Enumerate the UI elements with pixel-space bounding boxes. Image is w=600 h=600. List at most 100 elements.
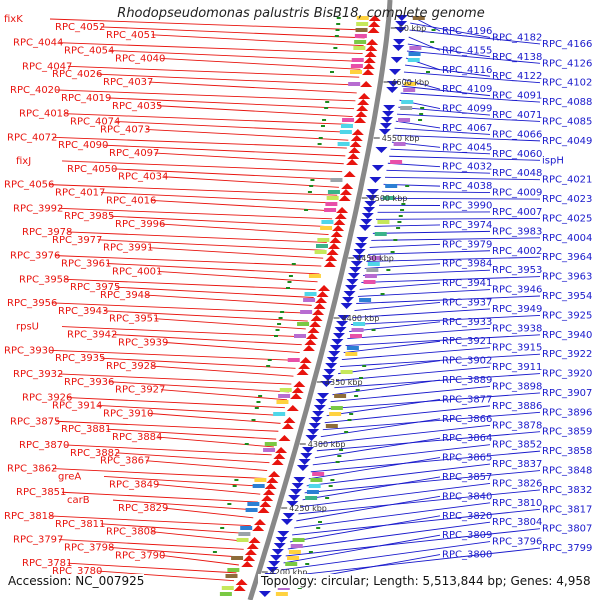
gene-label-forward: RPC_3811	[55, 519, 105, 530]
gene-label-forward: RPC_3977	[52, 235, 102, 246]
cog-box-reverse	[401, 100, 414, 104]
forward-gene-arrow	[244, 549, 257, 555]
cog-box-reverse	[329, 412, 342, 416]
gene-label-forward: RPC_3790	[115, 550, 165, 561]
forward-gene-arrow	[264, 483, 277, 489]
gc-content-dot	[431, 29, 436, 31]
leader-line-reverse	[376, 217, 541, 220]
leader-line-forward	[64, 278, 316, 291]
gene-label-reverse: RPC_3933	[442, 317, 492, 328]
leader-line-reverse	[345, 334, 541, 347]
cog-box-reverse	[346, 346, 359, 350]
leader-line-forward	[103, 310, 308, 322]
cog-box-reverse	[369, 256, 382, 260]
leader-line-reverse	[320, 418, 441, 438]
cog-box-reverse	[325, 424, 338, 428]
gene-label-reverse: RPC_3902	[442, 356, 492, 367]
gene-label-forward: RPC_3884	[112, 432, 162, 443]
forward-gene-arrow	[296, 369, 309, 375]
gc-content-dot	[397, 221, 402, 223]
gc-content-dot	[386, 269, 391, 271]
leader-line-reverse	[316, 431, 541, 452]
leader-line-forward	[100, 26, 365, 39]
cog-box-forward	[324, 208, 337, 212]
feature-tracks	[212, 15, 436, 597]
leader-line-reverse	[368, 250, 491, 255]
reverse-gene-arrow	[313, 405, 326, 411]
forward-gene-arrow	[286, 405, 299, 411]
forward-gene-arrow	[354, 117, 367, 123]
gc-skew-dot	[277, 323, 282, 325]
leader-line-reverse	[361, 276, 541, 283]
gene-label-reverse: RPC_3898	[492, 381, 542, 392]
forward-gene-arrow	[334, 213, 347, 219]
reverse-gene-arrow	[293, 477, 306, 483]
cog-box-reverse	[412, 16, 425, 20]
gene-label-reverse: RPC_4138	[492, 52, 542, 63]
tick-label: 4550 kbp	[382, 134, 420, 143]
forward-gene-arrow	[358, 93, 371, 99]
forward-gene-arrow	[338, 195, 351, 201]
reverse-gene-arrow	[282, 513, 295, 519]
gc-content-dot	[426, 71, 431, 73]
leader-line-forward	[61, 491, 258, 503]
forward-gene-arrow	[343, 171, 356, 177]
leader-line-forward	[151, 199, 334, 212]
reverse-gene-arrow	[345, 285, 358, 291]
gene-label-reverse: ispH	[542, 155, 564, 166]
cog-box-forward	[330, 178, 343, 182]
cog-box-reverse	[334, 394, 347, 398]
gene-label-reverse: RPC_3953	[492, 265, 542, 276]
leader-line-reverse	[298, 489, 541, 515]
forward-gene-arrow	[348, 147, 361, 153]
reverse-gene-arrow	[312, 411, 325, 417]
reverse-gene-arrow	[329, 345, 342, 351]
cog-box-forward	[247, 502, 260, 506]
leader-line-reverse	[312, 444, 491, 466]
reverse-gene-arrow	[340, 303, 353, 309]
forward-gene-arrow	[248, 537, 261, 543]
gene-label-forward: fixK	[4, 14, 23, 25]
gene-label-forward: RPC_3875	[10, 416, 60, 427]
reverse-gene-arrow	[343, 291, 356, 297]
reverse-gene-arrow	[364, 201, 377, 207]
gene-label-reverse: RPC_4025	[542, 213, 592, 224]
reverse-gene-arrow	[369, 177, 382, 183]
gene-label-forward: RPC_3882	[70, 448, 120, 459]
gc-content-dot	[419, 113, 424, 115]
tick-label: 4250 kbp	[289, 504, 327, 513]
gene-label-reverse: RPC_3946	[492, 285, 542, 296]
cog-box-forward	[355, 28, 368, 32]
leader-line-reverse	[347, 327, 491, 340]
gene-label-forward: RPC_3867	[100, 456, 150, 467]
leader-line-reverse	[322, 411, 541, 431]
gene-label-forward: RPC_4019	[61, 93, 111, 104]
leader-line-forward	[160, 57, 361, 70]
forward-gene-arrow	[302, 345, 315, 351]
gene-label-reverse: RPC_4182	[492, 32, 542, 43]
leader-line-forward	[157, 105, 353, 117]
gene-label-forward: RPC_3910	[103, 408, 153, 419]
gc-skew-dot	[304, 209, 309, 211]
gene-label-reverse: RPC_4071	[492, 110, 542, 121]
cog-box-reverse	[385, 184, 398, 188]
gene-label-forward: RPC_4040	[115, 53, 165, 64]
gene-label-forward: rpsU	[16, 322, 39, 333]
gene-label-reverse: RPC_4122	[492, 71, 542, 82]
leader-line-forward	[148, 81, 357, 94]
reverse-gene-arrow	[395, 15, 408, 21]
forward-gene-arrow	[318, 285, 331, 291]
gc-content-dot	[316, 527, 321, 529]
leader-line-forward	[157, 436, 274, 448]
gene-label-reverse: RPC_3817	[542, 504, 592, 515]
gc-skew-dot	[273, 335, 278, 337]
gene-label-reverse: RPC_3799	[542, 543, 592, 554]
reverse-gene-arrow	[289, 489, 302, 495]
leader-line-forward	[160, 223, 329, 236]
gc-content-dot	[305, 563, 310, 565]
forward-gene-arrow	[365, 45, 378, 51]
leader-line-forward	[106, 428, 277, 440]
gene-label-forward: RPC_3943	[58, 306, 108, 317]
gene-label-forward: RPC_3927	[115, 385, 165, 396]
